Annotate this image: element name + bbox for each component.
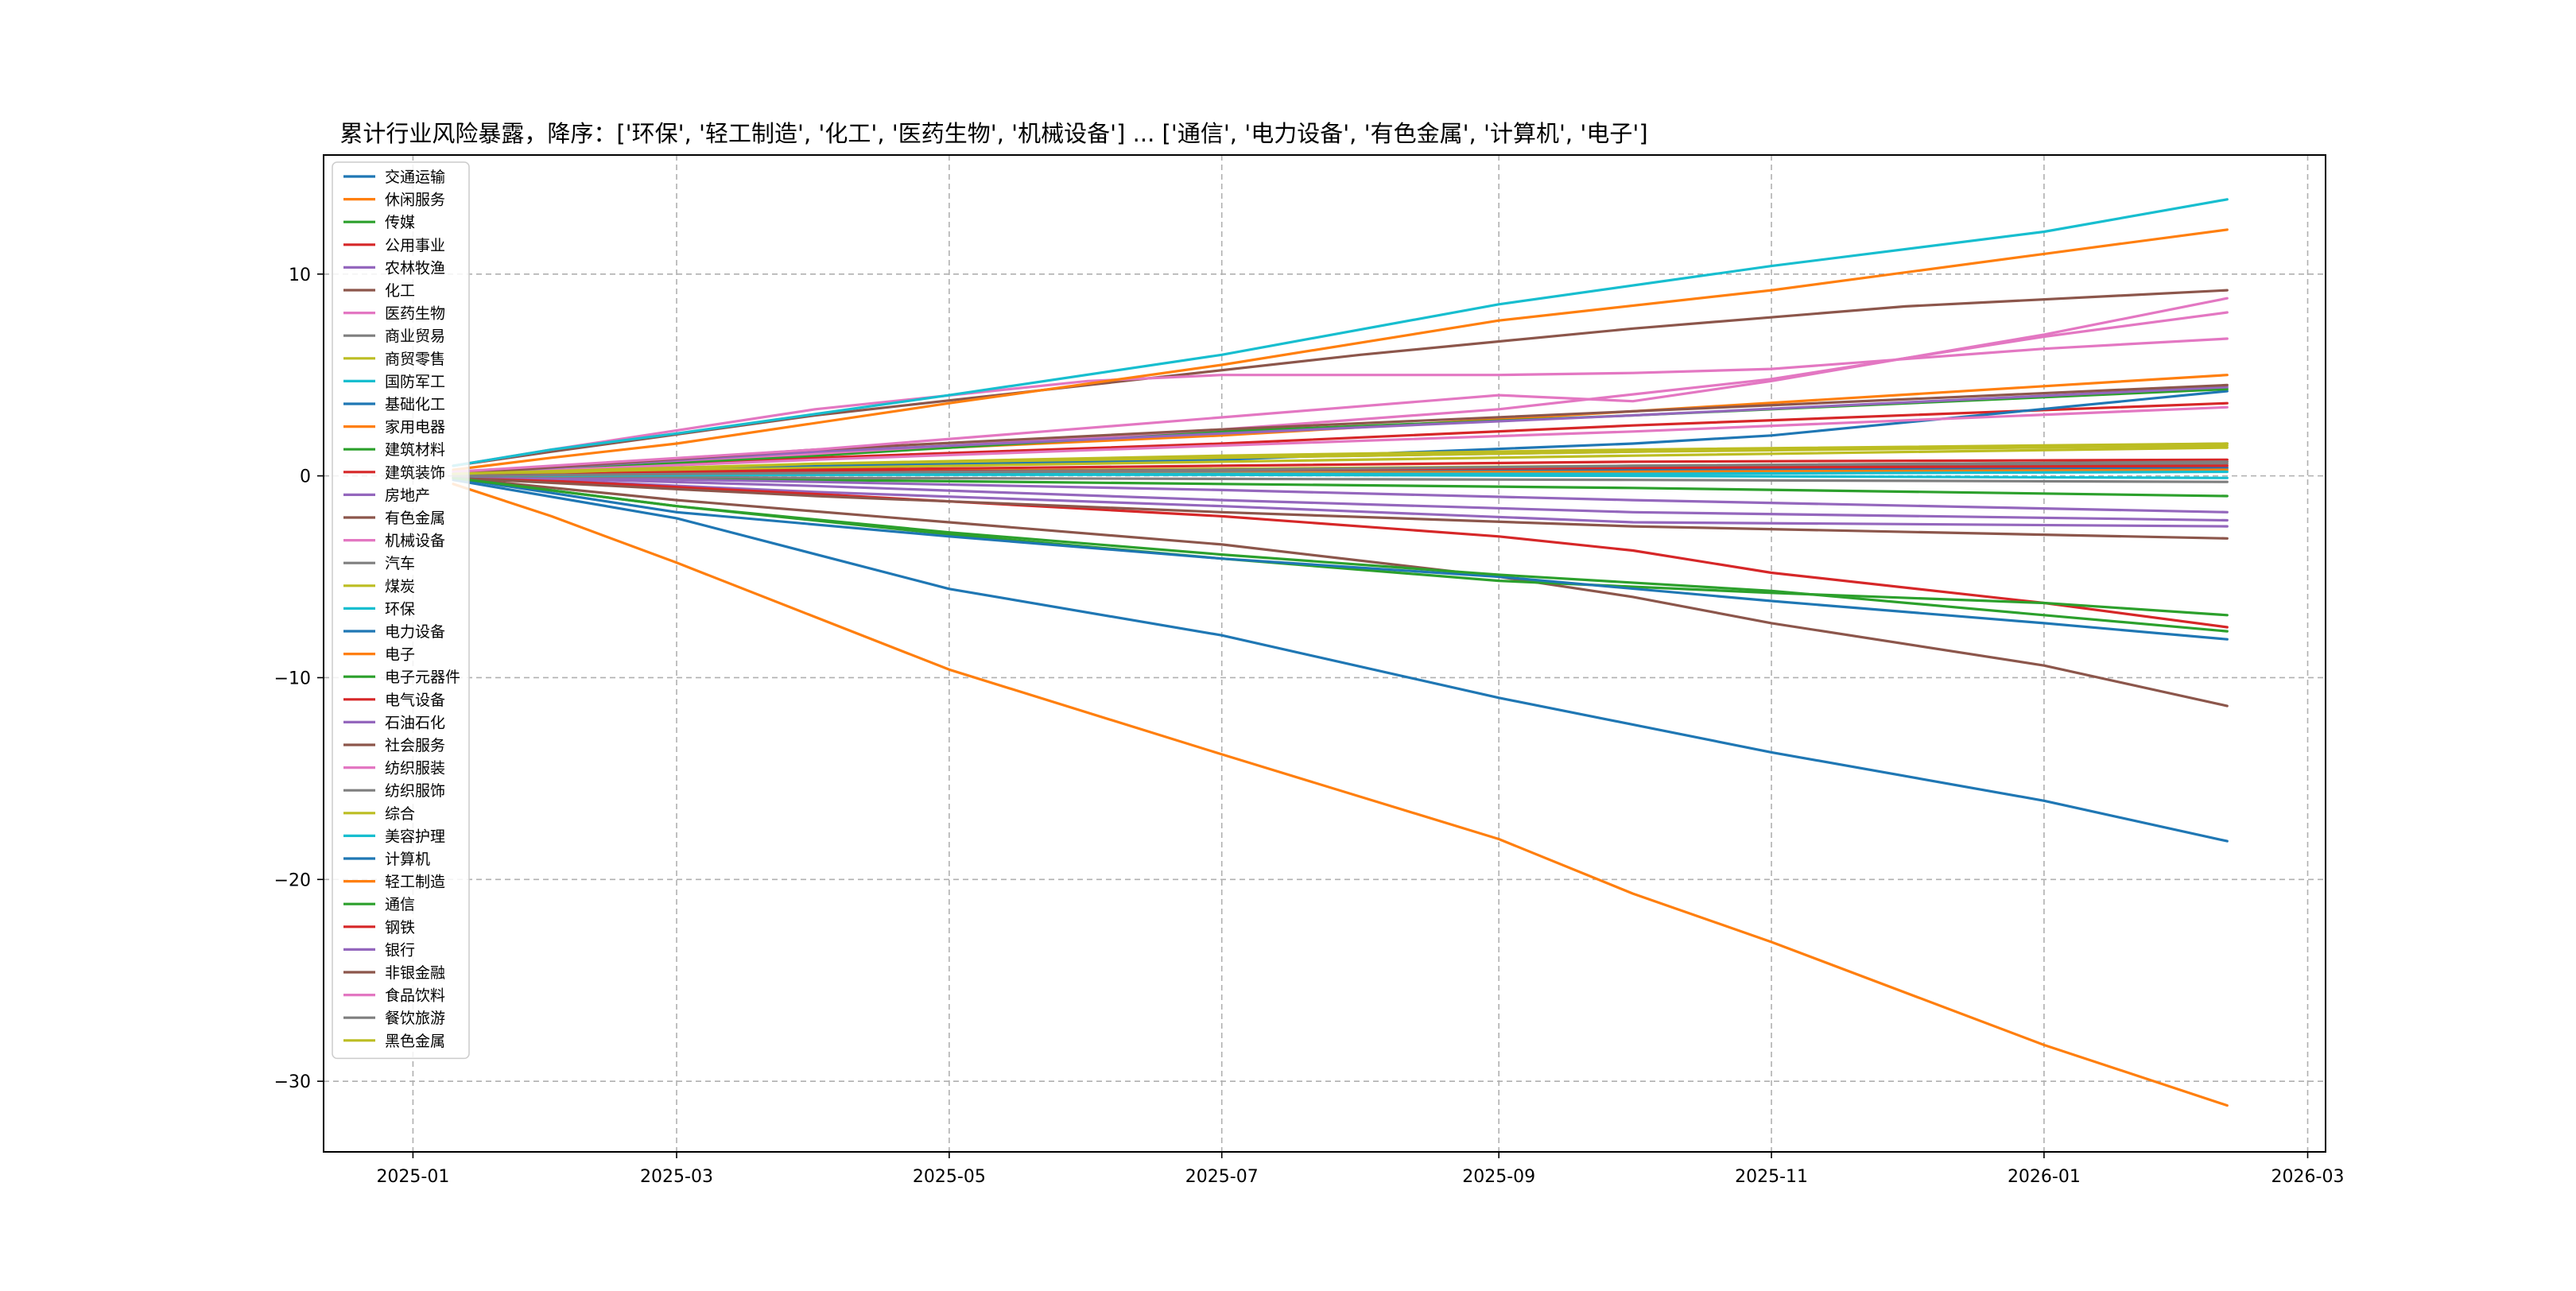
legend-label: 美容护理 bbox=[385, 828, 445, 845]
x-tick-label: 2025-07 bbox=[1185, 1167, 1259, 1187]
series-line bbox=[452, 476, 2229, 633]
legend-label: 非银金融 bbox=[385, 964, 445, 982]
legend-label: 电气设备 bbox=[385, 692, 445, 709]
chart-title: 累计行业风险暴露，降序：['环保', '轻工制造', '化工', '医药生物',… bbox=[339, 120, 1647, 147]
series-line bbox=[452, 474, 2229, 522]
legend-label: 钢铁 bbox=[385, 919, 415, 936]
legend-label: 商业贸易 bbox=[385, 328, 445, 345]
legend-label: 家用电器 bbox=[385, 419, 445, 436]
legend-label: 化工 bbox=[385, 282, 415, 300]
legend-label: 煤炭 bbox=[385, 578, 415, 595]
series-line bbox=[452, 458, 2229, 478]
legend-label: 黑色金属 bbox=[385, 1033, 445, 1050]
legend-label: 银行 bbox=[385, 941, 415, 959]
x-tick-label: 2026-03 bbox=[2271, 1167, 2345, 1187]
series-line bbox=[452, 442, 2229, 475]
series-line bbox=[452, 198, 2229, 467]
series-line bbox=[452, 446, 2229, 475]
legend-box bbox=[332, 161, 470, 1060]
legend: 交通运输休闲服务传媒公用事业农林牧渔化工医药生物商业贸易商贸零售国防军工基础化工… bbox=[332, 161, 470, 1060]
legend-label: 建筑装饰 bbox=[385, 464, 445, 482]
legend-label: 轻工制造 bbox=[385, 874, 445, 891]
legend-label: 商贸零售 bbox=[385, 351, 445, 368]
legend-label: 公用事业 bbox=[385, 237, 445, 254]
legend-label: 计算机 bbox=[385, 851, 430, 868]
y-tick-label: −10 bbox=[274, 669, 311, 688]
y-tick-label: −30 bbox=[274, 1072, 311, 1092]
legend-label: 环保 bbox=[385, 600, 415, 618]
legend-label: 房地产 bbox=[385, 487, 430, 504]
series-line bbox=[452, 470, 2229, 478]
x-tick-label: 2025-05 bbox=[913, 1167, 986, 1187]
legend-label: 汽车 bbox=[385, 555, 415, 572]
legend-label: 机械设备 bbox=[385, 533, 445, 550]
x-tick-label: 2025-11 bbox=[1735, 1167, 1808, 1187]
legend-label: 石油石化 bbox=[385, 714, 445, 731]
legend-label: 电子 bbox=[385, 646, 415, 664]
y-tick-label: 0 bbox=[300, 467, 311, 487]
series-line bbox=[452, 405, 2229, 475]
legend-label: 社会服务 bbox=[385, 737, 445, 754]
legend-label: 交通运输 bbox=[385, 169, 445, 186]
series-line bbox=[452, 386, 2229, 475]
y-tick-label: 10 bbox=[289, 266, 311, 285]
plot-area-frame bbox=[323, 154, 2326, 1153]
legend-label: 有色金属 bbox=[385, 510, 445, 527]
series-line bbox=[452, 474, 2229, 528]
legend-label: 休闲服务 bbox=[385, 192, 445, 209]
legend-label: 通信 bbox=[385, 896, 415, 913]
series-line bbox=[452, 474, 2229, 498]
legend-label: 国防军工 bbox=[385, 373, 445, 390]
legend-label: 纺织服饰 bbox=[385, 782, 445, 800]
axes: 2025-01 2025-03 2025-05 2025-07 2025-09 2025-… bbox=[274, 266, 2345, 1187]
x-tick-label: 2026-01 bbox=[2008, 1167, 2081, 1187]
series-line bbox=[452, 483, 2229, 1107]
series-line bbox=[452, 474, 2229, 514]
y-tick-label: −20 bbox=[274, 870, 311, 890]
series-line bbox=[452, 460, 2229, 478]
series-lines bbox=[452, 198, 2229, 1107]
series-line bbox=[452, 479, 2229, 843]
series-line bbox=[452, 337, 2229, 467]
series-line bbox=[452, 228, 2229, 471]
series-line bbox=[452, 401, 2229, 475]
legend-label: 医药生物 bbox=[385, 305, 445, 323]
series-line bbox=[452, 297, 2229, 474]
x-tick-label: 2025-09 bbox=[1462, 1167, 1535, 1187]
series-line bbox=[452, 474, 2229, 483]
legend-label: 农林牧渔 bbox=[385, 259, 445, 277]
series-line bbox=[452, 476, 2229, 540]
legend-label: 电子元器件 bbox=[385, 669, 460, 686]
legend-label: 电力设备 bbox=[385, 623, 445, 641]
legend-label: 纺织服装 bbox=[385, 760, 445, 777]
legend-label: 传媒 bbox=[385, 214, 415, 231]
x-tick-label: 2025-01 bbox=[376, 1167, 449, 1187]
series-line bbox=[452, 476, 2229, 641]
legend-label: 建筑材料 bbox=[385, 441, 445, 459]
legend-label: 基础化工 bbox=[385, 396, 445, 413]
x-tick-label: 2025-03 bbox=[640, 1167, 713, 1187]
series-line bbox=[452, 311, 2229, 474]
legend-label: 餐饮旅游 bbox=[385, 1010, 445, 1027]
legend-label: 食品饮料 bbox=[385, 987, 445, 1005]
legend-label: 综合 bbox=[385, 805, 415, 823]
series-line bbox=[452, 289, 2229, 467]
